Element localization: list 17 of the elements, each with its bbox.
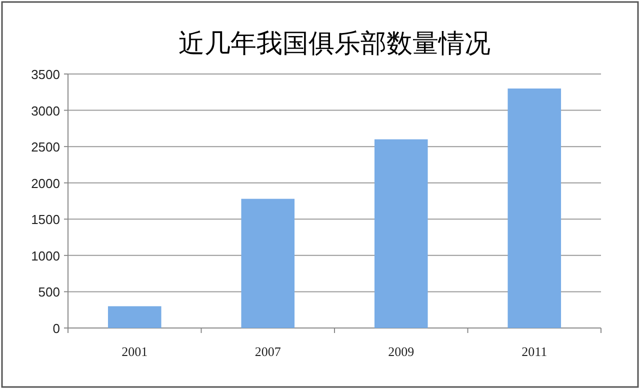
y-tick-label: 1000 (31, 248, 60, 264)
bar (108, 306, 162, 328)
chart-title: 近几年我国俱乐部数量情况 (178, 29, 490, 58)
x-tick-label: 2009 (388, 344, 414, 359)
y-tick-label: 2000 (31, 176, 60, 191)
y-tick-label: 0 (52, 321, 60, 336)
y-tick-label: 1500 (31, 212, 60, 228)
x-tick-label: 2011 (522, 344, 548, 359)
bar (241, 198, 295, 328)
x-tick-label: 2007 (254, 344, 282, 359)
bar (508, 88, 562, 328)
y-tick-label: 2500 (31, 140, 60, 155)
x-tick-label: 2001 (122, 344, 148, 359)
y-tick-label: 3000 (31, 103, 60, 118)
y-tick-label: 500 (38, 284, 60, 300)
bar (374, 139, 428, 328)
y-tick-label: 3500 (31, 67, 60, 82)
